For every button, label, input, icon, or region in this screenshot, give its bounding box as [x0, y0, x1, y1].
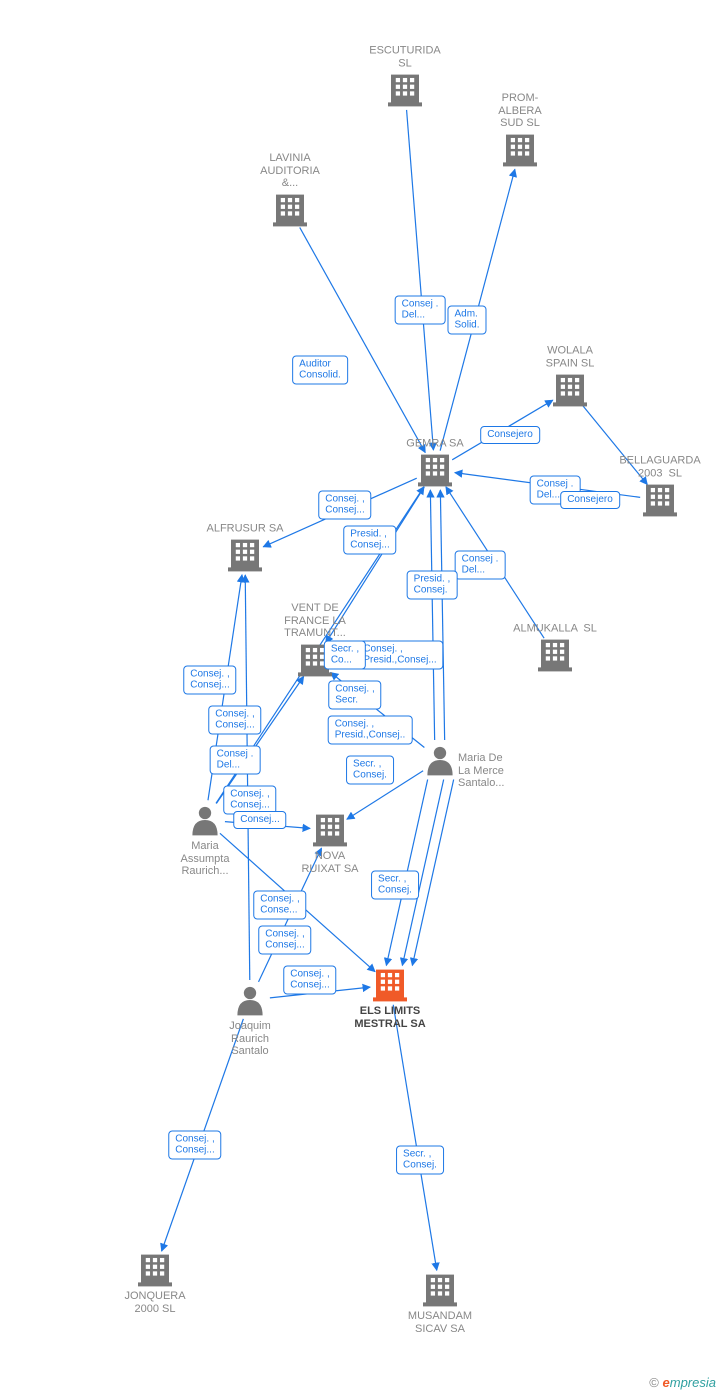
copyright-symbol: ©	[649, 1375, 659, 1390]
edge-label: Consej . Del...	[455, 551, 506, 580]
edge-label: Secr. , Consej.	[396, 1146, 444, 1175]
edge	[216, 676, 303, 803]
edge	[583, 405, 648, 484]
building-icon[interactable]	[423, 1275, 457, 1307]
building-icon[interactable]	[228, 540, 262, 572]
edge-label: Consej. , Consej...	[168, 1131, 221, 1160]
building-icon[interactable]	[503, 135, 537, 167]
brand-first-letter: e	[663, 1375, 670, 1390]
building-icon[interactable]	[643, 485, 677, 517]
edge-label: Consej. , Conse...	[253, 891, 306, 920]
building-icon[interactable]	[418, 455, 452, 487]
brand-rest: mpresia	[670, 1375, 716, 1390]
edge	[430, 490, 434, 740]
edge-label: Consej. , Consej...	[183, 666, 236, 695]
edge-label: Consej. , Presid.,Consej...	[356, 641, 443, 670]
edge-label: Consej...	[233, 811, 286, 829]
edge-label: Consej. , Consej...	[258, 926, 311, 955]
edge	[407, 110, 434, 450]
person-icon[interactable]	[192, 807, 217, 836]
person-icon[interactable]	[427, 747, 452, 776]
edge-label: Consejero	[480, 426, 540, 444]
edge-label: Consej. , Consej...	[283, 966, 336, 995]
edge-label: Consej. , Consej...	[208, 706, 261, 735]
building-icon[interactable]	[388, 75, 422, 107]
person-icon[interactable]	[237, 987, 262, 1016]
building-icon[interactable]	[273, 195, 307, 227]
edge-label: Secr. , Co...	[324, 641, 366, 670]
edge-label: Presid. , Consej...	[343, 526, 396, 555]
footer-copyright: © empresia	[649, 1375, 716, 1390]
edge-label: Presid. , Consej.	[407, 571, 458, 600]
edge-label: Consejero	[560, 491, 620, 509]
building-icon[interactable]	[373, 970, 407, 1002]
edge-label: Consej. , Consej...	[318, 491, 371, 520]
edge	[393, 1005, 437, 1271]
building-icon[interactable]	[538, 640, 572, 672]
building-icon[interactable]	[138, 1255, 172, 1287]
edge-label: Consej . Del...	[210, 746, 261, 775]
edge	[300, 227, 426, 452]
edge-label: Secr. , Consej.	[371, 871, 419, 900]
edge-label: Consej. , Secr.	[328, 681, 381, 710]
edge	[245, 575, 250, 980]
edge-label: Consej. , Presid.,Consej..	[328, 716, 413, 745]
building-icon[interactable]	[313, 815, 347, 847]
edge-label: Adm. Solid.	[447, 306, 486, 335]
edge-label: Secr. , Consej.	[346, 756, 394, 785]
edge-label: Auditor Consolid.	[292, 356, 348, 385]
edge-label: Consej . Del...	[395, 296, 446, 325]
building-icon[interactable]	[553, 375, 587, 407]
edge	[440, 490, 444, 740]
